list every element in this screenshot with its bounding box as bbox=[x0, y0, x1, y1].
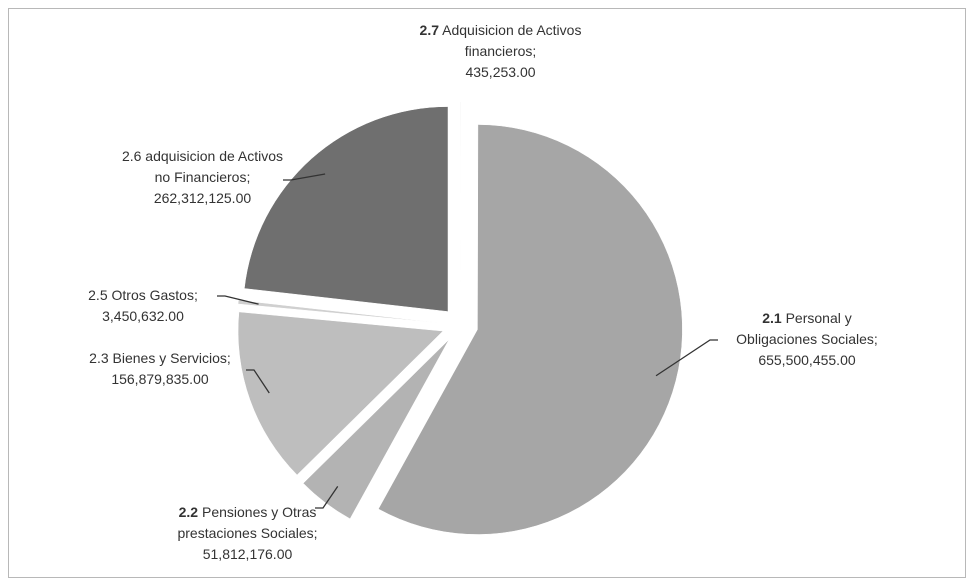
slice-name: Otros Gastos bbox=[111, 287, 194, 303]
slice-code: 2.5 bbox=[88, 287, 108, 303]
data-label: 2.7 Adquisicion de Activos financieros; 4… bbox=[418, 20, 583, 83]
leader-line bbox=[655, 339, 718, 377]
data-label: 2.6 adquisicion de Activos no Financiero… bbox=[115, 146, 290, 209]
label-separator: ; bbox=[313, 525, 318, 541]
value-label: 262,312,125.00 bbox=[153, 190, 252, 206]
label-separator: ; bbox=[246, 169, 251, 185]
slice-name: Pensiones y Otras prestaciones Sociales bbox=[177, 504, 317, 541]
slice-name: Adquisicion de Activos financieros bbox=[442, 22, 582, 59]
leader-line bbox=[246, 369, 270, 394]
data-label: 2.2 Pensiones y Otras prestaciones Socia… bbox=[160, 502, 335, 565]
slice-code: 2.1 bbox=[762, 310, 782, 326]
value-label: 156,879,835.00 bbox=[111, 371, 209, 387]
pie-slice bbox=[237, 299, 443, 324]
leader-line bbox=[315, 486, 339, 509]
chart-frame bbox=[8, 8, 966, 578]
data-label: 2.1 Personal y Obligaciones Sociales; 655… bbox=[722, 308, 892, 371]
slice-code: 2.7 bbox=[419, 22, 440, 38]
value-label: 3,450,632.00 bbox=[102, 308, 184, 324]
slice-code: 2.3 bbox=[89, 350, 109, 366]
data-label: 2.5 Otros Gastos; 3,450,632.00 bbox=[68, 285, 218, 327]
value-label: 51,812,176.00 bbox=[202, 546, 293, 562]
label-separator: ; bbox=[532, 43, 537, 59]
label-separator: ; bbox=[193, 287, 198, 303]
pie-slice bbox=[237, 311, 444, 476]
slice-code: 2.6 bbox=[121, 148, 142, 164]
slice-name: adquisicion de Activos no Financieros bbox=[145, 148, 284, 185]
value-label: 655,500,455.00 bbox=[758, 352, 856, 368]
leader-line bbox=[217, 295, 259, 305]
label-separator: ; bbox=[226, 350, 231, 366]
slice-code: 2.2 bbox=[178, 504, 199, 520]
value-label: 435,253.00 bbox=[465, 64, 536, 80]
leader-line bbox=[283, 173, 326, 181]
slice-name: Personal y Obligaciones Sociales bbox=[736, 310, 874, 347]
label-separator: ; bbox=[873, 331, 878, 347]
pie-slice bbox=[378, 124, 683, 535]
data-label: 2.3 Bienes y Servicios; 156,879,835.00 bbox=[70, 348, 250, 390]
slice-name: Bienes y Servicios bbox=[112, 350, 227, 366]
pie-slice bbox=[302, 339, 450, 520]
pie-slice bbox=[244, 106, 449, 312]
